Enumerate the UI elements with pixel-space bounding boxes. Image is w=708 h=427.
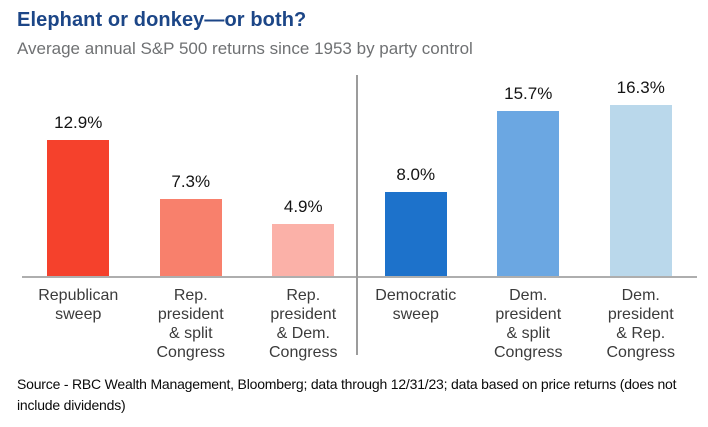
category-label-line: sweep [392, 306, 439, 323]
category-label-line: Congress [156, 344, 225, 361]
category-label-line: Rep. [286, 287, 321, 304]
source-note-line: include dividends) [17, 397, 126, 413]
chart-subtitle: Average annual S&P 500 returns since 195… [17, 39, 473, 58]
category-label-line: Rep. [173, 287, 208, 304]
category-label-line: Congress [606, 344, 675, 361]
category-label-line: president [495, 306, 562, 323]
bar-value-label: 7.3% [171, 172, 211, 191]
page-title: Elephant or donkey—or both? [17, 9, 307, 31]
category-label-line: Congress [269, 344, 338, 361]
category-label-line: Republican [38, 287, 119, 304]
bar-value-label: 16.3% [616, 78, 665, 97]
bar-column: 7.3% [135, 75, 248, 276]
party-divider-line [356, 75, 358, 355]
category-label-line: & split [506, 325, 551, 342]
bar-chart: 12.9% 7.3% 4.9% 8.0% 15.7% 16.3% Republican sw… [22, 75, 697, 361]
bar [497, 111, 560, 276]
category-label-line: Dem. [509, 287, 548, 304]
category-label: Rep. president & Dem. Congress [247, 286, 360, 362]
category-label: Dem. president & Rep. Congress [585, 286, 698, 362]
category-label-line: & split [168, 325, 213, 342]
category-label-line: Democratic [375, 287, 457, 304]
bar [47, 140, 110, 276]
category-label: Republican sweep [22, 286, 135, 362]
bar [272, 224, 335, 276]
category-label-line: Dem. [621, 287, 660, 304]
category-label-line: Congress [494, 344, 563, 361]
bar-value-label: 8.0% [396, 165, 436, 184]
category-label-line: & Rep. [616, 325, 666, 342]
bar-column: 16.3% [585, 75, 698, 276]
category-label-line: sweep [55, 306, 102, 323]
category-label: Dem. president & split Congress [472, 286, 585, 362]
category-label: Rep. president & split Congress [135, 286, 248, 362]
source-note: Source - RBC Wealth Management, Bloomber… [17, 374, 702, 416]
bar-value-label: 15.7% [504, 84, 553, 103]
bar-column: 8.0% [360, 75, 473, 276]
category-label-line: president [270, 306, 337, 323]
bar [384, 192, 447, 276]
category-label: Democratic sweep [360, 286, 473, 362]
category-label-line: president [607, 306, 674, 323]
plot-area: 12.9% 7.3% 4.9% 8.0% 15.7% 16.3% [22, 75, 697, 278]
bar-value-label: 12.9% [54, 113, 103, 132]
bar-value-label: 4.9% [283, 197, 323, 216]
category-labels: Republican sweep Rep. president & split Congr… [22, 286, 697, 362]
category-label-line: & Dem. [276, 325, 330, 342]
bar-column: 12.9% [22, 75, 135, 276]
bar [609, 105, 672, 276]
bar [159, 199, 222, 276]
bar-column: 15.7% [472, 75, 585, 276]
category-label-line: president [157, 306, 224, 323]
source-note-line: Source - RBC Wealth Management, Bloomber… [17, 376, 677, 392]
bar-column: 4.9% [247, 75, 360, 276]
